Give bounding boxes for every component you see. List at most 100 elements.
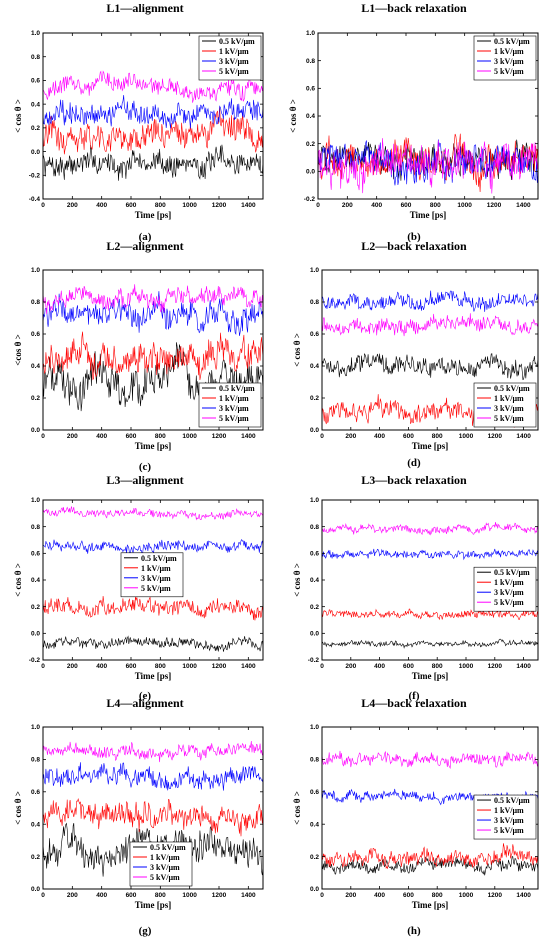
x-axis-label: Time [ps] bbox=[135, 210, 172, 220]
x-tick-label: 1200 bbox=[487, 202, 502, 209]
x-tick-label: 600 bbox=[403, 663, 414, 670]
y-tick-label: 0.8 bbox=[31, 757, 40, 764]
x-axis-label: Time [ps] bbox=[135, 900, 172, 910]
x-tick-label: 600 bbox=[126, 433, 137, 440]
y-tick-label: 0.0 bbox=[31, 427, 40, 434]
legend-box bbox=[198, 35, 262, 81]
panel-title: L2—back relaxation bbox=[361, 239, 467, 253]
x-tick-label: 600 bbox=[126, 202, 137, 209]
series-line-5 bbox=[43, 740, 263, 763]
y-tick-label: 0.0 bbox=[310, 427, 319, 434]
x-tick-label: 600 bbox=[403, 892, 414, 899]
legend-entry: 5 kV/μm bbox=[494, 826, 524, 835]
x-axis-label: Time [ps] bbox=[412, 441, 449, 451]
series-line-0.5 bbox=[43, 635, 263, 652]
y-tick-label: 0.2 bbox=[310, 395, 319, 402]
y-tick-label: 0.8 bbox=[31, 299, 40, 306]
y-tick-label: 0.0 bbox=[310, 631, 319, 638]
y-tick-label: 0.0 bbox=[310, 886, 319, 893]
legend-entry: 0.5 kV/μm bbox=[494, 568, 530, 577]
legend-entry: 5 kV/μm bbox=[494, 67, 524, 76]
x-tick-label: 400 bbox=[374, 663, 385, 670]
x-tick-label: 200 bbox=[67, 663, 78, 670]
x-tick-label: 0 bbox=[41, 663, 45, 670]
x-tick-label: 200 bbox=[67, 892, 78, 899]
legend: 0.5 kV/μm1 kV/μm3 kV/μm5 kV/μm bbox=[473, 566, 537, 612]
x-tick-label: 800 bbox=[432, 663, 443, 670]
x-tick-label: 1000 bbox=[182, 433, 197, 440]
x-tick-label: 1400 bbox=[241, 663, 256, 670]
series-group bbox=[43, 284, 263, 412]
plot-frame bbox=[321, 269, 539, 431]
x-tick-label: 1000 bbox=[182, 892, 197, 899]
legend-entry: 0.5 kV/μm bbox=[141, 554, 177, 563]
y-tick-label: -0.4 bbox=[29, 196, 41, 203]
x-axis-label: Time [ps] bbox=[135, 441, 172, 451]
x-tick-label: 1400 bbox=[516, 663, 531, 670]
panel-label: (h) bbox=[407, 925, 421, 937]
panel-label: (g) bbox=[139, 925, 152, 937]
panel-label: (a) bbox=[139, 231, 152, 243]
y-tick-label: 0.2 bbox=[31, 604, 40, 611]
x-tick-label: 200 bbox=[345, 663, 356, 670]
y-tick-label: 1.0 bbox=[31, 724, 40, 731]
y-tick-label: 0.8 bbox=[310, 757, 319, 764]
legend-entry: 3 kV/μm bbox=[219, 57, 249, 66]
x-tick-label: 600 bbox=[126, 892, 137, 899]
series-group bbox=[43, 740, 263, 877]
y-tick-label: -0.2 bbox=[29, 172, 41, 179]
x-tick-label: 1000 bbox=[459, 663, 474, 670]
series-line-0.5 bbox=[322, 856, 538, 876]
y-axis-label: < cos θ > bbox=[292, 791, 302, 825]
y-tick-label: 0.2 bbox=[31, 395, 40, 402]
x-tick-label: 600 bbox=[126, 663, 137, 670]
panel-label: (c) bbox=[139, 461, 152, 473]
legend-entry: 1 kV/μm bbox=[219, 394, 249, 403]
series-line-0.5 bbox=[322, 352, 538, 381]
x-tick-label: 1200 bbox=[488, 663, 503, 670]
legend-entry: 1 kV/μm bbox=[494, 806, 524, 815]
y-tick-label: 0.4 bbox=[31, 821, 40, 828]
x-tick-label: 1000 bbox=[459, 433, 474, 440]
x-tick-label: 1400 bbox=[241, 202, 256, 209]
plot-frame bbox=[42, 269, 264, 431]
y-tick-label: 1.0 bbox=[310, 497, 319, 504]
x-tick-label: 0 bbox=[41, 202, 45, 209]
x-tick-label: 1000 bbox=[182, 663, 197, 670]
x-tick-label: 1400 bbox=[241, 892, 256, 899]
panel-title: L1—alignment bbox=[106, 1, 183, 15]
y-tick-label: 0.2 bbox=[31, 125, 40, 132]
series-line-5 bbox=[322, 521, 538, 536]
y-tick-label: 0.6 bbox=[31, 789, 40, 796]
y-tick-label: 0.0 bbox=[306, 169, 315, 176]
legend-entry: 1 kV/μm bbox=[219, 47, 249, 56]
legend: 0.5 kV/μm1 kV/μm3 kV/μm5 kV/μm bbox=[120, 552, 184, 598]
y-tick-label: 1.0 bbox=[310, 267, 319, 274]
legend: 0.5 kV/μm1 kV/μm3 kV/μm5 kV/μm bbox=[198, 382, 262, 428]
x-tick-label: 400 bbox=[374, 892, 385, 899]
legend-entry: 3 kV/μm bbox=[150, 863, 180, 872]
legend-entry: 5 kV/μm bbox=[494, 598, 524, 607]
plot-frame bbox=[321, 726, 539, 890]
series-line-5 bbox=[43, 284, 263, 315]
legend-entry: 3 kV/μm bbox=[494, 816, 524, 825]
y-tick-label: 0.4 bbox=[31, 577, 40, 584]
legend-entry: 1 kV/μm bbox=[494, 394, 524, 403]
plot-frame bbox=[42, 726, 264, 890]
series-line-1 bbox=[43, 331, 263, 381]
y-tick-label: 0.0 bbox=[31, 149, 40, 156]
panel-label: (b) bbox=[407, 231, 421, 243]
x-tick-label: 0 bbox=[320, 892, 324, 899]
x-tick-label: 1200 bbox=[212, 892, 227, 899]
y-tick-label: 0.4 bbox=[310, 577, 319, 584]
y-tick-label: 1.0 bbox=[306, 30, 315, 37]
legend-entry: 0.5 kV/μm bbox=[494, 37, 530, 46]
panel-label: (d) bbox=[407, 457, 421, 469]
panel-g: L4—alignment 0 200 400 600 800 1000 1200 1400 0.0… bbox=[13, 696, 264, 937]
series-line-5 bbox=[43, 70, 263, 103]
legend-entry: 0.5 kV/μm bbox=[494, 796, 530, 805]
x-tick-label: 1400 bbox=[516, 202, 531, 209]
series-line-0.5 bbox=[43, 342, 263, 412]
x-tick-label: 800 bbox=[155, 202, 166, 209]
x-tick-label: 0 bbox=[316, 202, 320, 209]
